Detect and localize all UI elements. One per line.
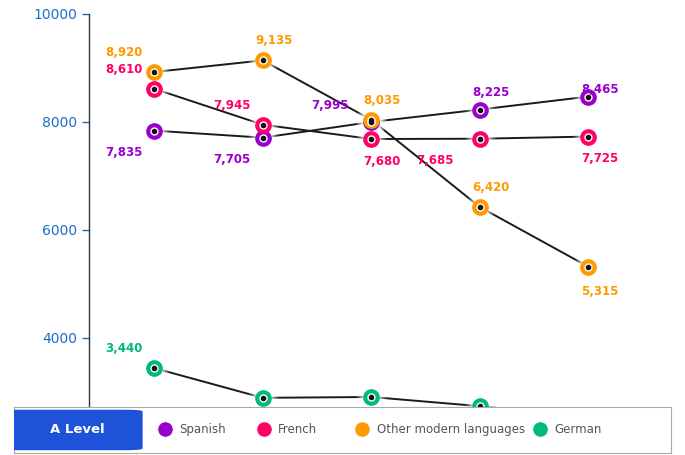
Text: 2,890: 2,890: [214, 416, 251, 430]
Text: 2,735: 2,735: [431, 425, 468, 438]
Text: 8,465: 8,465: [581, 83, 619, 96]
Text: 8,610: 8,610: [105, 63, 142, 76]
Text: 7,680: 7,680: [364, 155, 401, 168]
Text: 7,725: 7,725: [581, 152, 618, 165]
Text: A Level: A Level: [50, 423, 105, 435]
Text: 8,920: 8,920: [105, 46, 142, 59]
Text: 7,685: 7,685: [416, 154, 454, 167]
Text: 2,905: 2,905: [322, 415, 360, 429]
Text: French: French: [278, 423, 317, 435]
Text: Other modern languages: Other modern languages: [377, 423, 525, 435]
Text: 8,035: 8,035: [364, 94, 401, 107]
Text: 5,315: 5,315: [581, 285, 619, 298]
Text: Spanish: Spanish: [179, 423, 226, 435]
Text: 8,225: 8,225: [473, 86, 510, 99]
Text: 6,420: 6,420: [473, 181, 510, 194]
Text: 7,835: 7,835: [105, 147, 142, 159]
Text: 7,945: 7,945: [214, 99, 251, 112]
Text: German: German: [554, 423, 601, 435]
Text: 7,705: 7,705: [214, 153, 251, 167]
Text: 7,995: 7,995: [311, 99, 349, 112]
FancyBboxPatch shape: [0, 410, 142, 450]
Text: 9,135: 9,135: [256, 35, 292, 47]
Text: 3,440: 3,440: [105, 342, 142, 355]
Text: 2,525: 2,525: [539, 436, 577, 449]
